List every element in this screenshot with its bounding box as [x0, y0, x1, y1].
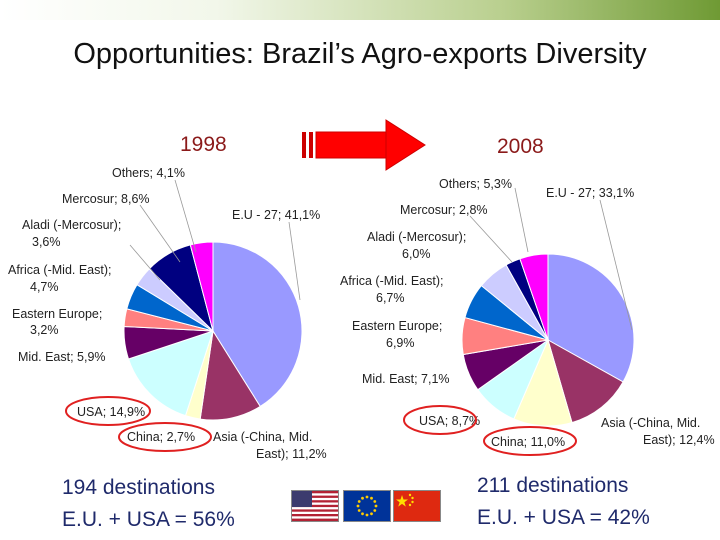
- leader-line-1: [174, 179, 197, 253]
- usa-flag-icon: [291, 490, 339, 522]
- leader-line-4: [599, 199, 633, 331]
- leader-line-2: [139, 204, 181, 263]
- pie-label-1-7-1: 6,0%: [402, 247, 431, 261]
- pie-label-0-7-0: Aladi (-Mercosur);: [22, 218, 121, 232]
- pie-label-0-5-1: 3,2%: [30, 323, 59, 337]
- pie-label-0-3-0: USA; 14,9%: [77, 405, 145, 419]
- usa-highlight-1998: [65, 396, 151, 426]
- leader-line-0: [288, 221, 301, 301]
- pie-label-1-5-0: Eastern Europe;: [352, 319, 442, 333]
- leader-line-5: [514, 187, 529, 253]
- pie-label-1-1-1: East); 12,4%: [643, 433, 715, 447]
- pie-label-1-6-1: 6,7%: [376, 291, 405, 305]
- leader-line-3: [129, 244, 161, 281]
- pie-label-0-8-0: Mercosur; 8,6%: [62, 192, 150, 206]
- eu-usa-share-2008: E.U. + USA = 42%: [477, 506, 650, 529]
- slide-title: Opportunities: Brazil’s Agro-exports Div…: [73, 38, 647, 70]
- destinations-2008: 211 destinations: [477, 474, 629, 497]
- pie-label-0-0-0: E.U - 27; 41,1%: [232, 208, 320, 222]
- pie-label-1-8-0: Mercosur; 2,8%: [400, 203, 488, 217]
- leader-line-6: [469, 215, 513, 263]
- pie-label-1-2-0: China; 11,0%: [491, 435, 565, 449]
- pie-slice-1-1: [547, 338, 624, 424]
- pie-label-0-2-0: China; 2,7%: [127, 430, 195, 444]
- year-label-right: 2008: [497, 135, 544, 158]
- pie-label-1-4-0: Mid. East; 7,1%: [362, 372, 450, 386]
- pie-label-0-6-0: Africa (-Mid. East);: [8, 263, 112, 277]
- pie-label-0-4-0: Mid. East; 5,9%: [18, 350, 106, 364]
- pie-label-1-1-0: Asia (-China, Mid.: [601, 416, 700, 430]
- pie-label-0-6-1: 4,7%: [30, 280, 59, 294]
- eu-flag-icon: [343, 490, 391, 522]
- china-flag-icon: [393, 490, 441, 522]
- pie-label-1-0-0: E.U - 27; 33,1%: [546, 186, 634, 200]
- pie-label-0-7-1: 3,6%: [32, 235, 61, 249]
- eu-usa-share-1998: E.U. + USA = 56%: [62, 508, 235, 531]
- pie-slice-0-0: [212, 241, 303, 408]
- pie-slice-1-9: [519, 253, 549, 341]
- arrow-icon: [302, 119, 426, 171]
- pie-label-0-1-1: East); 11,2%: [256, 447, 327, 461]
- china-highlight-1998: [118, 422, 212, 452]
- pie-label-0-1-0: Asia (-China, Mid.: [213, 430, 312, 444]
- pie-label-1-7-0: Aladi (-Mercosur);: [367, 230, 466, 244]
- pie-label-1-3-0: USA; 8,7%: [419, 414, 480, 428]
- china-highlight-2008: [483, 426, 577, 456]
- pie-label-0-5-0: Eastern Europe;: [12, 307, 102, 321]
- usa-highlight-2008: [403, 405, 477, 435]
- pie-label-1-5-1: 6,9%: [386, 336, 415, 350]
- pie-label-1-6-0: Africa (-Mid. East);: [340, 274, 444, 288]
- destinations-1998: 194 destinations: [62, 476, 215, 499]
- year-label-left: 1998: [180, 133, 227, 156]
- top-gradient-bar: [0, 0, 720, 20]
- pie-label-0-9-0: Others; 4,1%: [112, 166, 185, 180]
- pie-slice-0-9: [189, 241, 214, 332]
- pie-slice-1-0: [547, 253, 635, 383]
- pie-label-1-9-0: Others; 5,3%: [439, 177, 512, 191]
